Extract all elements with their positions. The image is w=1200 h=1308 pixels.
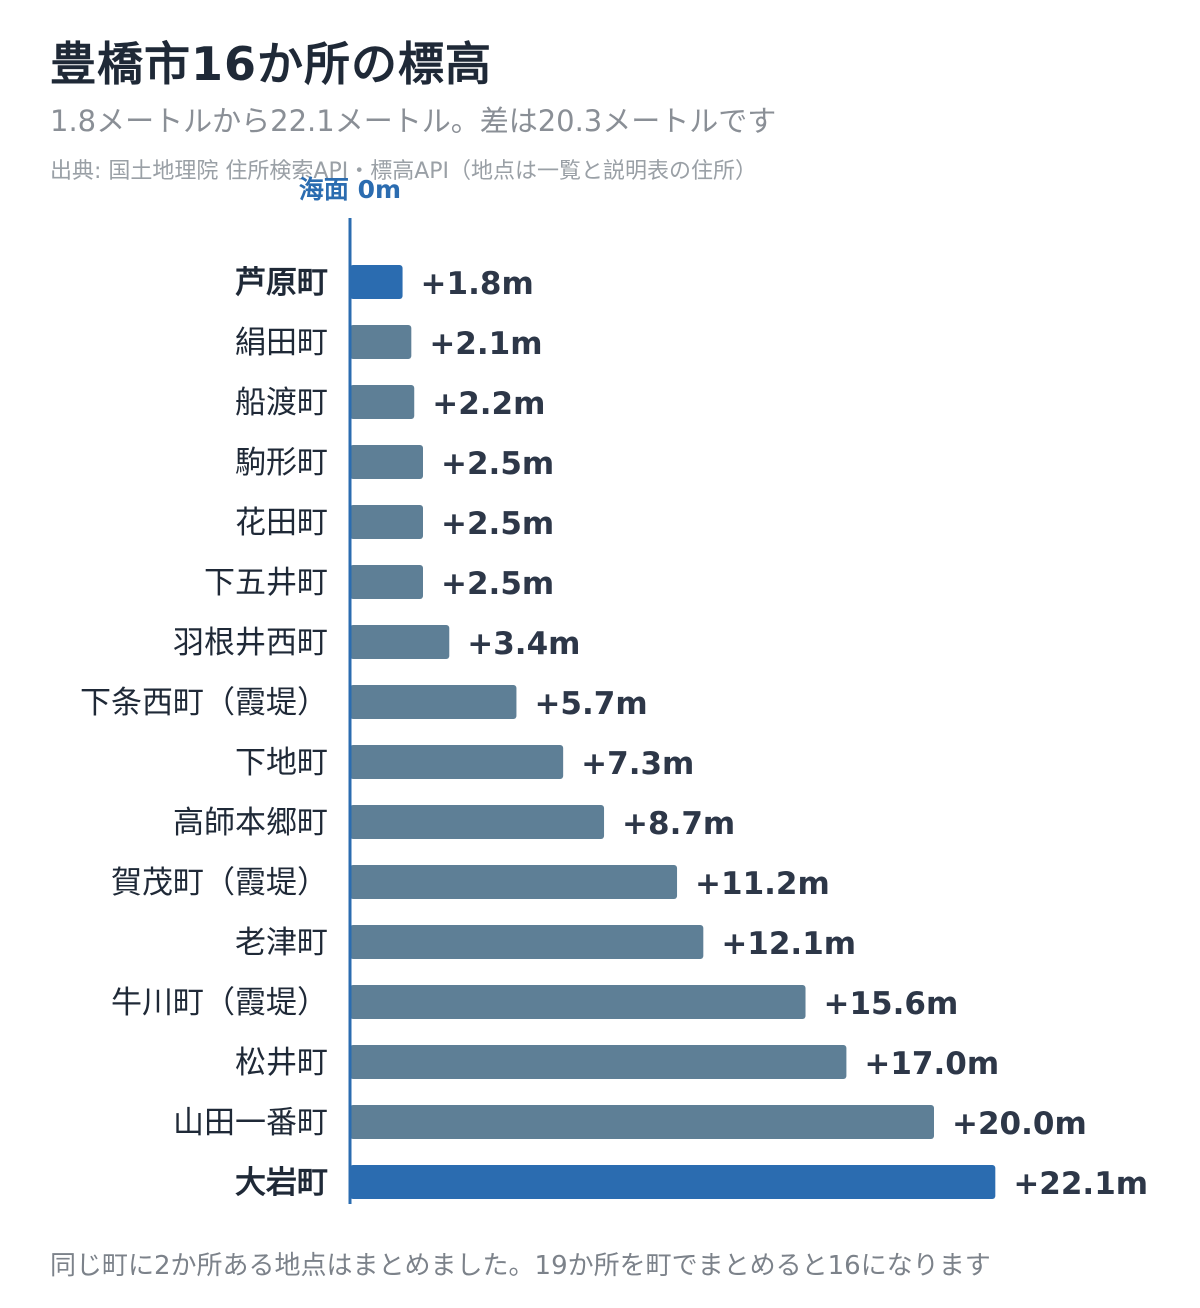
value-label: +1.8m [421,266,534,302]
bar-絹田町 [350,325,412,359]
category-label: 下条西町（霞堤） [80,685,328,721]
value-label: +2.2m [432,386,545,422]
bar-松井町 [350,1045,847,1079]
category-label: 船渡町 [235,385,328,421]
value-label: +2.5m [441,506,554,542]
category-label: 賀茂町（霞堤） [111,865,328,901]
value-label: +12.1m [721,926,856,962]
category-label: 羽根井西町 [173,625,328,661]
category-label: 高師本郷町 [173,805,328,841]
category-label: 駒形町 [235,445,328,481]
value-label: +2.5m [441,566,554,602]
category-label: 大岩町 [235,1165,328,1201]
bar-下五井町 [350,565,423,599]
category-label: 下五井町 [204,565,328,601]
bar-高師本郷町 [350,805,605,839]
chart-source: 出典: 国土地理院 住所検索API・標高API（地点は一覧と説明表の住所） [50,159,758,184]
sea-level-axis-label: 海面 0m [299,175,401,204]
category-label: 絹田町 [235,325,328,361]
value-label: +2.1m [429,326,542,362]
value-label: +3.4m [467,626,580,662]
bar-羽根井西町 [350,625,450,659]
category-label: 下地町 [235,745,328,781]
bar-大岩町 [350,1165,996,1199]
chart-subtitle: 1.8メートルから22.1メートル。差は20.3メートルです [50,104,777,138]
value-labels: +1.8m +2.1m +2.2m +2.5m +2.5m +2.5m +3.4m +5.7m… [421,266,1149,1202]
bar-駒形町 [350,445,423,479]
category-label: 牛川町（霞堤） [111,985,328,1021]
bar-芦原町 [350,265,403,299]
value-label: +22.1m [1013,1166,1148,1202]
bar-賀茂町（霞堤） [350,865,678,899]
value-label: +5.7m [534,686,647,722]
category-label: 芦原町 [235,265,328,301]
bar-下地町 [350,745,564,779]
bar-牛川町（霞堤） [350,985,806,1019]
value-label: +2.5m [441,446,554,482]
category-label: 松井町 [235,1045,328,1081]
value-label: +11.2m [695,866,830,902]
category-label: 山田一番町 [173,1105,328,1141]
bar-花田町 [350,505,423,539]
chart-footnote: 同じ町に2か所ある地点はまとめました。19か所を町でまとめると16になります [50,1251,991,1281]
value-label: +8.7m [622,806,735,842]
value-label: +15.6m [824,986,959,1022]
bar-山田一番町 [350,1105,934,1139]
bar-下条西町（霞堤） [350,685,517,719]
chart-title: 豊橋市16か所の標高 [50,37,493,91]
bar-船渡町 [350,385,415,419]
value-label: +7.3m [581,746,694,782]
category-label: 老津町 [235,925,328,961]
category-label: 花田町 [235,505,328,541]
value-label: +17.0m [864,1046,999,1082]
bars-group [350,265,996,1199]
value-label: +20.0m [952,1106,1087,1142]
bar-老津町 [350,925,704,959]
